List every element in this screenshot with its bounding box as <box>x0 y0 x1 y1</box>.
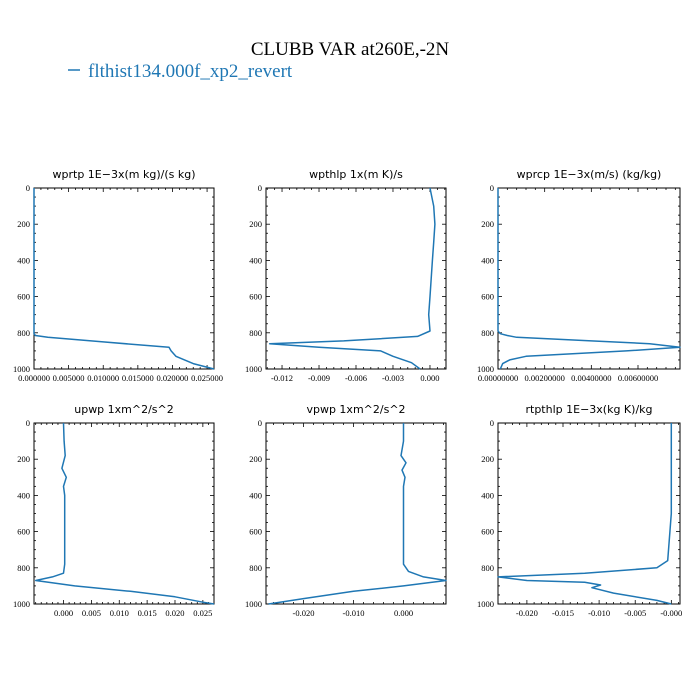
x-tick-label: 0.015 <box>138 608 157 618</box>
y-tick-label: 800 <box>481 328 494 338</box>
y-tick-label: 800 <box>17 563 30 573</box>
y-tick-label: 400 <box>481 490 494 500</box>
x-tick-label: 0.005000 <box>53 373 85 383</box>
plot-frame <box>497 187 681 370</box>
x-tick-label: 0.020000 <box>157 373 189 383</box>
plot-frame <box>497 422 681 605</box>
x-tick-label: -0.012 <box>271 373 293 383</box>
y-tick-label: 1000 <box>13 364 30 374</box>
subplot-title: wprcp 1E−3x(m/s) (kg/kg) <box>517 168 662 181</box>
y-tick-label: 0 <box>26 183 30 193</box>
subplot-title: vpwp 1xm^2/s^2 <box>306 403 405 416</box>
figure-title: CLUBB VAR at260E,-2N <box>251 39 450 60</box>
y-tick-label: 0 <box>26 418 30 428</box>
y-tick-label: 0 <box>258 418 262 428</box>
y-tick-label: 600 <box>17 292 30 302</box>
x-tick-label: 0.020 <box>165 608 184 618</box>
x-tick-label: 0.000 <box>420 373 439 383</box>
y-tick-label: 200 <box>249 219 262 229</box>
x-tick-label: 0.000 <box>394 608 413 618</box>
subplot-title: wpthlp 1x(m K)/s <box>309 168 403 181</box>
series-line <box>268 423 447 605</box>
y-tick-label: 400 <box>249 490 262 500</box>
subplot-1: wprtp 1E−3x(m kg)/(s kg) 0 200 400 600 800 100… <box>13 168 223 383</box>
y-tick-label: 1000 <box>13 599 30 609</box>
y-tick-label: 800 <box>249 563 262 573</box>
x-tick-label: 0.025000 <box>191 373 223 383</box>
x-tick-label: 0.00000000 <box>478 373 518 383</box>
x-tick-label: -0.009 <box>308 373 330 383</box>
y-tick-label: 1000 <box>245 364 262 374</box>
y-tick-label: 600 <box>481 292 494 302</box>
plot-frame <box>265 422 447 605</box>
x-tick-label: 0.00600000 <box>618 373 658 383</box>
series-line <box>33 188 215 370</box>
series-line <box>497 423 673 605</box>
x-tick-label: 0.010 <box>110 608 129 618</box>
plot-frame <box>33 422 215 605</box>
x-tick-label: -0.020 <box>293 608 315 618</box>
x-tick-label: -0.020 <box>516 608 538 618</box>
y-tick-label: 600 <box>249 527 262 537</box>
subplot-3: wprcp 1E−3x(m/s) (kg/kg) 0 200 400 600 800 100… <box>477 168 681 383</box>
y-tick-label: 0 <box>490 418 494 428</box>
y-tick-label: 200 <box>249 454 262 464</box>
y-tick-label: 600 <box>249 292 262 302</box>
y-tick-label: 1000 <box>477 599 494 609</box>
y-tick-label: 1000 <box>477 364 494 374</box>
x-tick-label: 0.015000 <box>122 373 154 383</box>
x-tick-label: -0.003 <box>382 373 404 383</box>
series-line <box>34 422 215 605</box>
y-tick-label: 800 <box>249 328 262 338</box>
x-tick-label: -0.015 <box>552 608 574 618</box>
x-tick-label: -0.006 <box>345 373 367 383</box>
y-tick-label: 200 <box>17 454 30 464</box>
y-tick-label: 0 <box>490 183 494 193</box>
series-line <box>497 188 681 370</box>
x-tick-label: 0.00200000 <box>524 373 564 383</box>
subplot-2: wpthlp 1x(m K)/s 0 200 400 600 800 1000 -0.012 -… <box>245 168 447 383</box>
y-tick-label: 200 <box>17 219 30 229</box>
y-tick-label: 1000 <box>245 599 262 609</box>
y-tick-label: 400 <box>17 255 30 265</box>
y-tick-label: 800 <box>17 328 30 338</box>
y-tick-label: 400 <box>17 490 30 500</box>
subplot-title: upwp 1xm^2/s^2 <box>74 403 174 416</box>
subplot-5: vpwp 1xm^2/s^2 0 200 400 600 800 1000 -0.020 -0.… <box>245 403 447 618</box>
y-tick-label: 600 <box>17 527 30 537</box>
y-tick-label: 400 <box>481 255 494 265</box>
x-tick-label: 0.00400000 <box>571 373 611 383</box>
plot-frame <box>33 187 215 370</box>
y-tick-label: 200 <box>481 454 494 464</box>
x-tick-label: -0.010 <box>588 608 610 618</box>
x-tick-label: -0.010 <box>343 608 365 618</box>
y-tick-label: 0 <box>258 183 262 193</box>
x-tick-label: -0.005 <box>624 608 646 618</box>
series-line <box>268 187 436 370</box>
subplot-6: rtpthlp 1E−3x(kg K)/kg 0 200 400 600 800 1000 -… <box>477 403 682 618</box>
figure-legend: flthist134.000f_xp2_revert <box>68 61 293 82</box>
x-tick-label: -0.000 <box>660 608 682 618</box>
x-tick-label: 0.010000 <box>87 373 119 383</box>
x-tick-label: 0.005 <box>82 608 101 618</box>
subplot-title: rtpthlp 1E−3x(kg K)/kg <box>525 403 652 416</box>
x-tick-label: 0.000000 <box>18 373 50 383</box>
plot-frame <box>265 187 447 370</box>
y-tick-label: 200 <box>481 219 494 229</box>
y-tick-label: 800 <box>481 563 494 573</box>
y-tick-label: 600 <box>481 527 494 537</box>
subplot-4: upwp 1xm^2/s^2 0 200 400 600 800 1000 0.000 0.00… <box>13 403 215 618</box>
y-tick-label: 400 <box>249 255 262 265</box>
subplot-title: wprtp 1E−3x(m kg)/(s kg) <box>53 168 196 181</box>
legend-label: flthist134.000f_xp2_revert <box>88 61 293 82</box>
x-tick-label: 0.000 <box>54 608 73 618</box>
x-tick-label: 0.025 <box>193 608 212 618</box>
subplot-grid: wprtp 1E−3x(m kg)/(s kg) 0 200 400 600 800 100… <box>13 168 682 618</box>
